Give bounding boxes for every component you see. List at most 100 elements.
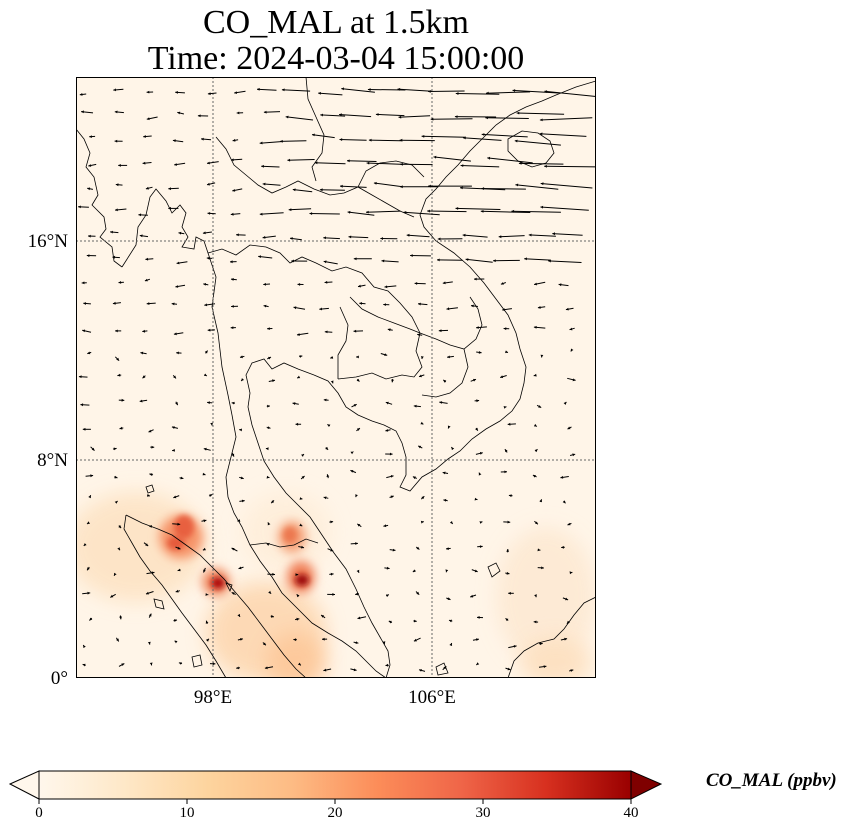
- wind-arrow-head: [267, 522, 271, 526]
- wind-arrow-head: [149, 525, 152, 528]
- wind-arrow-head: [117, 373, 121, 377]
- wind-arrow-shaft: [368, 139, 402, 142]
- wind-arrow-head: [115, 208, 118, 212]
- wind-arrow-head: [121, 398, 125, 402]
- wind-arrow-head: [145, 257, 149, 261]
- wind-arrow-head: [87, 591, 91, 595]
- wind-arrow-head: [330, 380, 334, 384]
- wind-arrow-head: [87, 567, 90, 571]
- wind-arrow-shaft: [548, 260, 582, 263]
- wind-arrow-head: [419, 374, 422, 378]
- wind-arrow-shaft: [544, 90, 596, 98]
- wind-arrow-head: [476, 326, 479, 329]
- wind-arrow-head: [236, 233, 239, 237]
- wind-arrow-head: [447, 597, 451, 600]
- wind-arrow-head: [392, 548, 396, 552]
- wind-arrow-shaft: [398, 115, 431, 118]
- wind-arrow-shaft: [539, 117, 593, 121]
- wind-arrow-head: [285, 115, 289, 119]
- wind-arrow-head: [421, 135, 425, 138]
- wind-arrow-head: [263, 642, 266, 646]
- wind-arrow-shaft: [511, 210, 561, 213]
- wind-arrow-head: [449, 521, 453, 524]
- wind-arrow-head: [565, 307, 569, 311]
- wind-arrow-head: [323, 668, 327, 672]
- wind-arrow-head: [175, 91, 178, 94]
- colorbar-tick-40: 40: [623, 805, 639, 821]
- wind-arrow-head: [80, 403, 84, 407]
- wind-arrow-head: [507, 422, 511, 426]
- wind-arrow-head: [356, 378, 360, 382]
- wind-arrow-head: [533, 423, 537, 427]
- wind-arrow-head: [330, 548, 334, 552]
- wind-arrow-head: [406, 233, 410, 237]
- wind-arrow-head: [474, 497, 478, 501]
- wind-arrow-head: [232, 138, 236, 142]
- wind-arrow-shaft: [462, 234, 488, 238]
- wind-arrow-head: [341, 87, 344, 91]
- wind-arrow-head: [113, 447, 117, 451]
- wind-arrow-head: [502, 308, 505, 312]
- wind-arrow-head: [258, 255, 261, 259]
- wind-arrow-head: [83, 302, 87, 305]
- wind-arrow-head: [479, 545, 483, 548]
- wind-arrow-head: [500, 375, 504, 379]
- wind-arrow-head: [420, 421, 424, 425]
- wind-arrow-head: [312, 133, 315, 137]
- wind-arrow-head: [534, 282, 537, 286]
- wind-arrow-shaft: [285, 116, 314, 121]
- wind-arrow-head: [506, 571, 510, 575]
- wind-arrow-head: [147, 641, 151, 645]
- wind-arrow-shaft: [263, 111, 281, 113]
- wind-arrow-head: [417, 333, 420, 337]
- wind-arrow-head: [383, 524, 387, 528]
- wind-arrow-shaft: [427, 210, 467, 213]
- wind-arrow-head: [485, 116, 488, 120]
- wind-arrow-head: [138, 213, 142, 217]
- wind-arrow-head: [207, 328, 211, 332]
- wind-arrow-head: [146, 117, 150, 121]
- wind-arrow-head: [428, 184, 431, 188]
- wind-arrow-head: [203, 519, 207, 523]
- wind-arrow-head: [447, 425, 451, 429]
- wind-arrow-shaft: [455, 93, 500, 95]
- wind-arrow-head: [420, 520, 424, 524]
- wind-arrow-head: [203, 569, 206, 573]
- wind-arrow-head: [357, 616, 361, 620]
- wind-arrow-head: [451, 447, 455, 451]
- wind-arrow-head: [478, 472, 482, 476]
- wind-arrow-head: [168, 206, 171, 210]
- wind-arrow-head: [420, 356, 424, 359]
- wind-arrow-head: [398, 115, 402, 119]
- wind-arrow-shaft: [397, 88, 432, 92]
- wind-arrow-head: [318, 91, 321, 95]
- wind-arrow-head: [534, 594, 537, 598]
- wind-arrow-head: [515, 183, 519, 187]
- wind-arrow-head: [412, 476, 416, 480]
- wind-arrow-head: [389, 452, 393, 456]
- wind-arrow-head: [476, 399, 480, 403]
- wind-arrow-head: [114, 572, 117, 576]
- wind-arrow-head: [324, 330, 328, 334]
- wind-arrow-head: [301, 454, 304, 457]
- wind-arrow-head: [375, 113, 379, 116]
- wind-arrow-head: [83, 645, 86, 648]
- wind-arrow-head: [177, 522, 181, 526]
- wind-arrow-shaft: [514, 140, 561, 146]
- colorbar-gradient: [38, 770, 632, 800]
- wind-arrow-head: [443, 498, 447, 502]
- wind-arrow-head: [202, 472, 206, 476]
- wind-arrow-head: [449, 619, 452, 623]
- wind-arrow-head: [416, 546, 420, 550]
- wind-arrow-head: [455, 92, 459, 95]
- wind-arrow-shaft: [540, 183, 593, 189]
- wind-arrow-head: [143, 135, 146, 138]
- colorbar-min-extend: [8, 770, 40, 800]
- wind-arrow-head: [204, 303, 208, 307]
- map-time-subtitle: Time: 2024-03-04 15:00:00: [147, 40, 525, 77]
- wind-arrow-head: [348, 235, 352, 239]
- wind-arrow-head: [287, 158, 291, 162]
- wind-arrow-head: [428, 90, 431, 93]
- wind-arrow-head: [356, 428, 360, 431]
- wind-arrow-head: [114, 501, 118, 504]
